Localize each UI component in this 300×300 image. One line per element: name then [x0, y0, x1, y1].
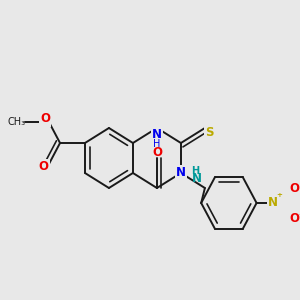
Text: H: H [192, 166, 200, 176]
Text: O: O [38, 160, 48, 173]
Text: ⁻: ⁻ [299, 212, 300, 222]
Text: CH₃: CH₃ [7, 117, 25, 127]
Text: O: O [289, 212, 299, 226]
Text: S: S [205, 127, 214, 140]
Text: +: + [277, 192, 283, 198]
Text: N: N [152, 128, 162, 140]
Text: N: N [268, 196, 278, 209]
Text: O: O [152, 146, 162, 158]
Text: N: N [192, 172, 202, 185]
Text: O: O [289, 182, 299, 196]
Text: N: N [176, 167, 186, 179]
Text: H: H [153, 139, 161, 149]
Text: O: O [40, 112, 50, 125]
